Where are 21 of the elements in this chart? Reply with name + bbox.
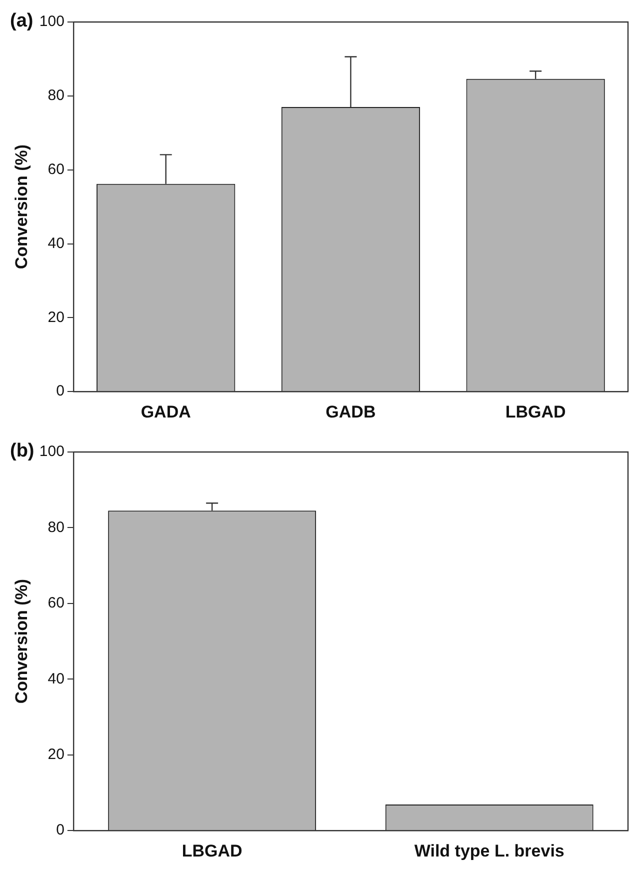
x-tick-label: GADB [326,402,376,422]
y-tick-label: 20 [48,308,64,326]
y-tick-label: 80 [48,87,64,104]
y-tick-label: 60 [48,160,64,178]
y-tick-label: 100 [39,443,64,460]
x-tick-label: LBGAD [182,841,242,860]
chart-title: (a) [10,10,34,32]
y-tick-label: 60 [48,594,64,612]
y-tick-label: 20 [48,746,64,764]
y-tick-label: 40 [48,670,64,688]
x-tick-label: LBGAD [505,402,566,422]
x-tick-label: GADA [140,402,191,422]
y-tick-label: 40 [48,234,64,252]
y-tick-label: 100 [39,13,64,30]
y-tick-label: 80 [48,518,64,536]
x-tick-label: Wild type L. brevis [414,841,564,860]
y-axis-title: Conversion (%) [12,578,31,704]
y-tick-label: 0 [56,822,64,839]
y-axis-title: Conversion (%) [12,144,31,270]
chart-title: (b) [10,440,34,462]
y-tick-label: 0 [56,382,64,400]
